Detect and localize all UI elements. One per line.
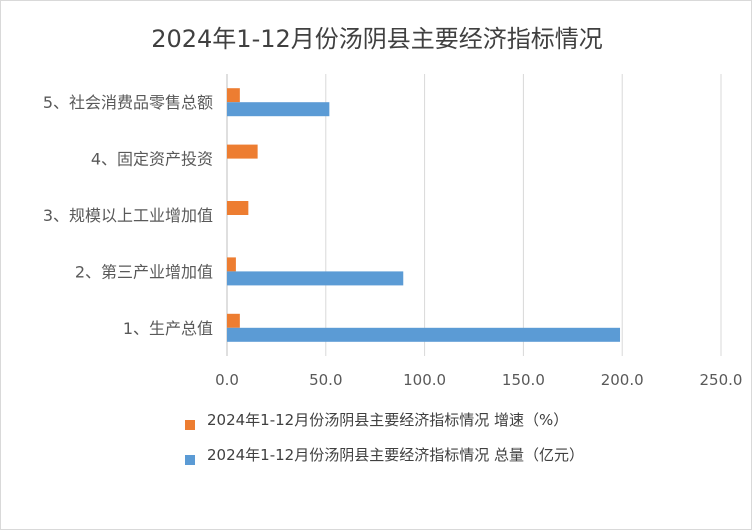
category-label: 3、规模以上工业增加值 [43,206,213,225]
bar-growth [227,257,236,272]
bar-total [227,327,621,342]
bar-growth [227,313,240,328]
x-tick-label: 150.0 [502,371,545,389]
x-tick-label: 0.0 [215,371,239,389]
bar-total [227,102,330,117]
legend-swatch-growth [185,420,195,430]
plot-area: 0.0 50.0 100.0 150.0 200.0 250.0 1、生产总值 2、第三产业增… [43,74,743,389]
legend-label-growth: 2024年1-12月份汤阴县主要经济指标情况 增速（%） [207,411,569,429]
bar-growth [227,88,240,103]
bar-total [227,271,404,286]
legend: 2024年1-12月份汤阴县主要经济指标情况 增速（%） 2024年1-12月份… [185,409,625,479]
legend-item-total: 2024年1-12月份汤阴县主要经济指标情况 总量（亿元） [185,444,625,466]
legend-swatch-total [185,455,195,465]
x-tick-label: 200.0 [601,371,644,389]
category-label: 4、固定资产投资 [91,150,213,169]
category-label: 1、生产总值 [123,319,213,338]
bar-growth [227,144,258,159]
bar-growth [227,201,249,215]
x-tick-label: 100.0 [403,371,446,389]
legend-item-growth: 2024年1-12月份汤阴县主要经济指标情况 增速（%） [185,409,625,431]
legend-label-total: 2024年1-12月份汤阴县主要经济指标情况 总量（亿元） [207,446,584,464]
x-tick-label: 50.0 [309,371,342,389]
category-label: 2、第三产业增加值 [75,262,213,281]
category-label: 5、社会消费品零售总额 [43,93,213,112]
chart-title: 2024年1-12月份汤阴县主要经济指标情况 [151,25,603,53]
x-tick-label: 250.0 [700,371,743,389]
